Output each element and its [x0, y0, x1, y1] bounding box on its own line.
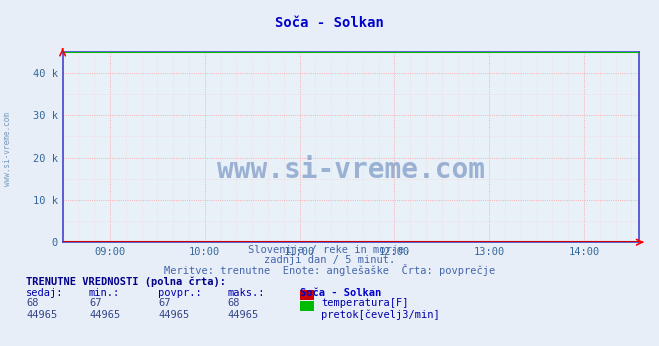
Text: Meritve: trenutne  Enote: anglešaške  Črta: povprečje: Meritve: trenutne Enote: anglešaške Črta…	[164, 264, 495, 276]
Text: Slovenija / reke in morje.: Slovenija / reke in morje.	[248, 245, 411, 255]
Bar	[300, 290, 314, 300]
Text: zadnji dan / 5 minut.: zadnji dan / 5 minut.	[264, 255, 395, 265]
Text: 44965: 44965	[158, 310, 189, 320]
Text: 44965: 44965	[89, 310, 120, 320]
Text: 68: 68	[26, 298, 39, 308]
Text: 67: 67	[158, 298, 171, 308]
Text: pretok[čevelj3/min]: pretok[čevelj3/min]	[321, 310, 440, 320]
Text: www.si-vreme.com: www.si-vreme.com	[217, 156, 485, 184]
Text: maks.:: maks.:	[227, 288, 265, 298]
Text: www.si-vreme.com: www.si-vreme.com	[3, 112, 13, 186]
Bar	[300, 301, 314, 311]
Text: 44965: 44965	[227, 310, 258, 320]
Text: min.:: min.:	[89, 288, 120, 298]
Text: 67: 67	[89, 298, 101, 308]
Text: 68: 68	[227, 298, 240, 308]
Text: povpr.:: povpr.:	[158, 288, 202, 298]
Text: Soča - Solkan: Soča - Solkan	[300, 288, 381, 298]
Text: sedaj:: sedaj:	[26, 288, 64, 298]
Text: temperatura[F]: temperatura[F]	[321, 298, 409, 308]
Text: TRENUTNE VREDNOSTI (polna črta):: TRENUTNE VREDNOSTI (polna črta):	[26, 277, 226, 287]
Text: Soča - Solkan: Soča - Solkan	[275, 16, 384, 29]
Text: 44965: 44965	[26, 310, 57, 320]
